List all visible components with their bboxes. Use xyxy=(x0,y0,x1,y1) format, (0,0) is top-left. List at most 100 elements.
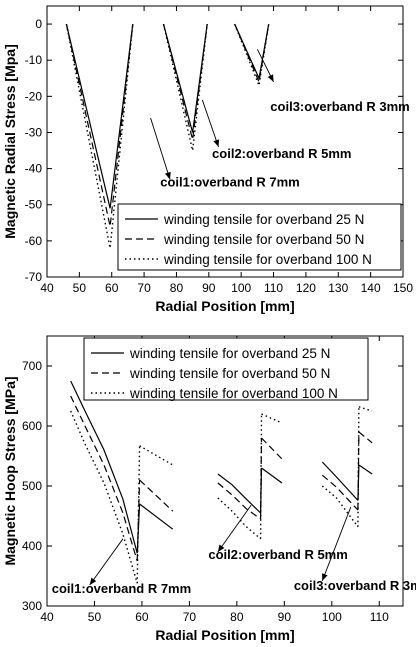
bot-legend-label-0: winding tensile for overband 25 N xyxy=(129,346,330,361)
bot-series-1-line-4 xyxy=(260,437,263,520)
top-xtick-label-10: 140 xyxy=(361,281,381,295)
bot-series-2-line-5 xyxy=(261,413,283,424)
radial-stress-y-axis-label: Magnetic Radial Stress [Mpa] xyxy=(2,44,18,239)
top-ytick-label-1: -10 xyxy=(25,53,43,67)
bot-xtick-label-3: 70 xyxy=(183,610,197,624)
bot-series-1-line-3 xyxy=(217,482,261,520)
bot-series-2-line-1 xyxy=(136,445,141,584)
top-series-1-line-0 xyxy=(65,23,134,227)
top-xtick-label-11: 150 xyxy=(393,281,413,295)
hoop-stress-legend: winding tensile for overband 25 N winding… xyxy=(83,337,369,401)
top-series-0-line-0 xyxy=(65,23,134,209)
bot-series-2-line-6 xyxy=(321,485,359,528)
hoop-stress-y-axis-label: Magnetic Hoop Stress [MPa] xyxy=(2,376,18,565)
top-annotation-pointer-0 xyxy=(150,117,171,180)
radial-stress-x-axis-label: Radial Position [mm] xyxy=(155,298,294,314)
top-annotation-label-1: coil2:overband R 5mm xyxy=(212,146,351,161)
top-xtick-label-5: 90 xyxy=(202,281,216,295)
top-series-2-line-1 xyxy=(162,23,208,151)
hoop-stress-series-group xyxy=(70,380,373,584)
bot-annotation-arrowhead-2 xyxy=(322,573,328,581)
radial-stress-annotations: coil1:overband R 7mm coil2:overband R 5mm… xyxy=(150,49,410,190)
top-annotation-label-0: coil1:overband R 7mm xyxy=(160,175,299,190)
top-xtick-label-2: 60 xyxy=(105,281,119,295)
radial-stress-ticks: 40 50 60 70 80 90 100 110 120 130 140 150 0 -10 -20 -30… xyxy=(25,6,413,295)
bot-xtick-label-2: 60 xyxy=(135,610,149,624)
bot-series-2-line-0 xyxy=(70,410,138,584)
top-xtick-label-3: 70 xyxy=(137,281,151,295)
top-ytick-label-7: -70 xyxy=(25,270,43,284)
bot-series-1-line-1 xyxy=(136,479,141,562)
top-ytick-label-0: 0 xyxy=(35,17,42,31)
top-legend-label-1: winding tensile for overband 50 N xyxy=(163,232,364,247)
top-legend-box xyxy=(117,203,402,271)
bot-series-1-line-2 xyxy=(139,479,174,512)
top-series-2-line-0 xyxy=(65,23,134,249)
top-xtick-label-6: 100 xyxy=(231,281,251,295)
hoop-stress-plot-frame xyxy=(46,335,404,607)
bot-annotation-arrowhead-0 xyxy=(89,577,97,585)
top-ytick-label-4: -40 xyxy=(25,162,43,176)
bot-xtick-label-5: 90 xyxy=(278,610,292,624)
bot-series-0-line-8 xyxy=(358,464,373,475)
top-series-1-line-1 xyxy=(162,23,208,140)
hoop-stress-chart: 40 50 60 70 80 90 100 110 300 400 500 600 700 coil1:… xyxy=(2,335,416,643)
top-annotation-label-2: coil3:overband R 3mm xyxy=(270,99,409,114)
radial-stress-chart: 40 50 60 70 80 90 100 110 120 130 140 150 0 -10 -20 -30… xyxy=(2,5,413,314)
bot-annotation-label-0: coil1:overband R 7mm xyxy=(52,581,191,596)
bot-annotation-label-2: coil3:overband R 3mm xyxy=(294,578,416,593)
bot-series-2-line-8 xyxy=(358,406,373,412)
bot-ytick-label-4: 700 xyxy=(22,359,42,373)
top-xtick-label-0: 40 xyxy=(40,281,54,295)
bot-series-1-line-5 xyxy=(261,437,283,460)
bot-xtick-label-7: 110 xyxy=(370,610,389,624)
top-ytick-label-6: -60 xyxy=(25,234,43,248)
top-legend-label-2: winding tensile for overband 100 N xyxy=(163,252,372,267)
bot-series-1-line-0 xyxy=(70,395,138,562)
bot-series-0-line-0 xyxy=(70,380,138,554)
bot-xtick-label-0: 40 xyxy=(40,610,54,624)
top-series-1-line-2 xyxy=(234,23,270,85)
hoop-stress-ticks: 40 50 60 70 80 90 100 110 300 400 500 600 700 xyxy=(22,336,403,624)
radial-stress-plot-frame xyxy=(46,5,404,278)
bot-annotation-pointer-1 xyxy=(217,504,252,553)
top-xtick-label-9: 130 xyxy=(328,281,348,295)
radial-stress-legend: winding tensile for overband 25 N winding… xyxy=(117,203,402,271)
bot-series-2-line-4 xyxy=(259,413,263,539)
bot-ytick-label-3: 600 xyxy=(22,419,42,433)
bot-xtick-label-6: 100 xyxy=(322,610,342,624)
bot-legend-label-1: winding tensile for overband 50 N xyxy=(129,366,330,381)
bot-legend-box xyxy=(83,337,369,401)
bot-xtick-label-1: 50 xyxy=(88,610,102,624)
top-ytick-label-3: -30 xyxy=(25,125,43,139)
bot-series-1-line-7 xyxy=(357,431,360,511)
top-annotation-pointer-1 xyxy=(201,99,219,148)
hoop-stress-annotations: coil1:overband R 7mm coil2:overband R 5mm… xyxy=(52,504,416,596)
top-annotation-arrowhead-2 xyxy=(267,74,274,82)
top-annotation-arrowhead-0 xyxy=(165,171,171,180)
bot-xtick-label-4: 80 xyxy=(230,610,244,624)
bot-legend-label-2: winding tensile for overband 100 N xyxy=(129,386,338,401)
bot-series-2-line-3 xyxy=(217,497,262,540)
top-legend-label-0: winding tensile for overband 25 N xyxy=(163,212,364,227)
bot-series-2-line-2 xyxy=(139,445,174,466)
top-xtick-label-1: 50 xyxy=(73,281,87,295)
top-annotation-arrowhead-1 xyxy=(213,139,220,147)
top-xtick-label-8: 120 xyxy=(296,281,316,295)
bot-series-0-line-2 xyxy=(139,503,174,530)
radial-stress-series-group xyxy=(65,23,270,249)
bot-ytick-label-2: 500 xyxy=(22,479,42,493)
top-xtick-label-4: 80 xyxy=(170,281,184,295)
bot-series-2-line-7 xyxy=(357,406,360,527)
bot-annotation-pointer-0 xyxy=(89,538,124,586)
bot-annotation-arrowhead-1 xyxy=(217,544,225,552)
hoop-stress-x-axis-label: Radial Position [mm] xyxy=(155,627,294,643)
bot-ytick-label-0: 300 xyxy=(22,599,42,613)
bot-series-0-line-6 xyxy=(321,461,359,501)
top-xtick-label-7: 110 xyxy=(264,281,283,295)
top-ytick-label-2: -20 xyxy=(25,89,43,103)
bot-series-0-line-3 xyxy=(217,473,262,514)
bot-series-1-line-6 xyxy=(321,474,359,511)
bot-series-0-line-5 xyxy=(261,467,283,484)
